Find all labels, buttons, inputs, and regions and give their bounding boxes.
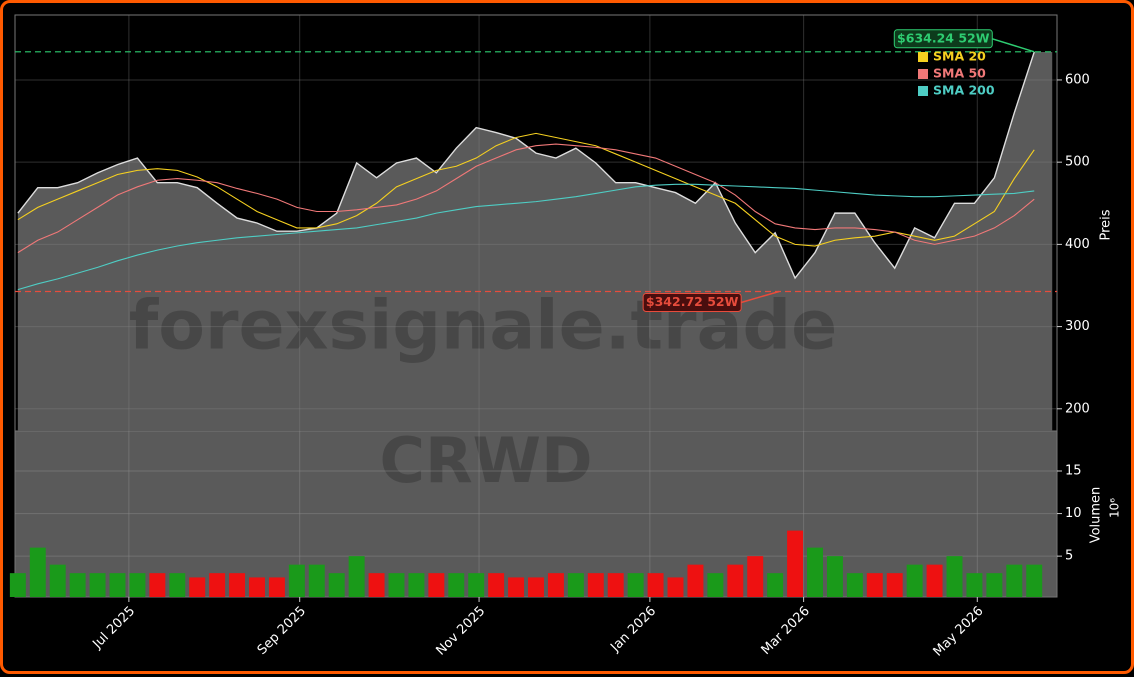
volume-bar [308,564,325,597]
price-area [17,51,1053,432]
y-tick-label: 300 [1065,319,1090,334]
annotation-label: $342.72 52W [646,294,739,309]
volume-bar [926,564,943,597]
y-tick-label: 600 [1065,72,1090,87]
x-tick-label: Nov 2025 [433,604,488,659]
chart: forexsignale.tradeCRWD200300400500600510… [9,14,1122,660]
volume-bar [787,530,804,597]
y-axis-label: Preis [1099,209,1114,240]
annotation-arrow [992,38,1035,53]
volume-bar [906,564,923,597]
volume-bar [627,573,644,597]
legend-swatch [918,69,928,79]
sma-line [17,143,1035,254]
volume-bar [687,564,704,597]
volume-bar [607,573,624,597]
x-tick-label: Sep 2025 [255,604,309,658]
x-tick-label: Jul 2025 [89,604,138,653]
volume-bar [328,573,345,597]
y-axis-label: Volumen [1089,487,1104,544]
volume-bar [149,573,166,597]
volume-bar [408,573,425,597]
volume-bar [249,577,265,597]
volume-bar [89,573,106,597]
volume-bar [288,564,305,597]
y-tick-label: 400 [1065,237,1090,252]
volume-bar [69,573,86,597]
volume-bar [846,573,863,597]
volume-bar [428,573,445,597]
volume-bar [587,573,604,597]
y-tick-label: 5 [1065,549,1073,564]
volume-bar [1026,564,1043,597]
volume-bar [348,556,365,597]
volume-bar [547,573,564,597]
close-line [17,51,1035,280]
volume-bar [886,573,903,597]
y-tick-label: 10 [1065,506,1082,521]
volume-bar [707,573,724,597]
y-axis-offset: 10⁶ [1108,498,1122,518]
volume-bar [268,577,285,597]
y-tick-label: 15 [1065,464,1082,479]
volume-bar [747,556,764,597]
volume-bar [528,577,544,597]
annotation: $342.72 52W [642,290,780,312]
volume-bar [49,564,66,597]
volume-bar [866,573,883,597]
volume-bar [388,573,405,597]
y-tick-label: 500 [1065,155,1090,170]
volume-bar [826,556,843,597]
x-tick-label: Jan 2026 [607,604,659,656]
volume-bar [229,573,246,597]
volume-bar [189,577,206,597]
legend-swatch [918,52,928,62]
volume-bar [986,573,1003,597]
volume-bar [448,573,465,597]
x-tick-label: May 2026 [931,604,987,660]
watermark-symbol: CRWD [379,424,592,497]
volume-bar [109,573,126,597]
legend-swatch [918,86,928,96]
volume-bar [209,573,226,597]
volume-bar [807,547,823,597]
volume-bar [468,573,485,597]
annotation: $634.24 52W [893,29,1035,53]
volume-bar [767,573,784,597]
volume-bar [647,573,664,597]
volume-bar [368,573,385,597]
volume-bar [966,573,983,597]
volume-bar [9,573,26,597]
sma-line [17,183,1035,291]
legend-label: SMA 20 [933,49,986,64]
volume-bar [488,573,505,597]
volume-bar [667,577,684,597]
y-tick-label: 200 [1065,401,1090,416]
annotation-label: $634.24 52W [897,30,990,45]
volume-bar [169,573,186,597]
annotation-arrow [740,290,780,304]
volume-bar [129,573,146,597]
volume-bar [727,564,744,597]
legend-label: SMA 50 [933,66,986,81]
volume-bar [29,547,46,597]
volume-bar [1006,564,1023,597]
legend-label: SMA 200 [933,83,995,98]
x-tick-label: Mar 2026 [759,604,813,658]
volume-bar [946,556,963,597]
volume-bar [567,573,584,597]
volume-bar [508,577,525,597]
sma-line [17,132,1035,247]
